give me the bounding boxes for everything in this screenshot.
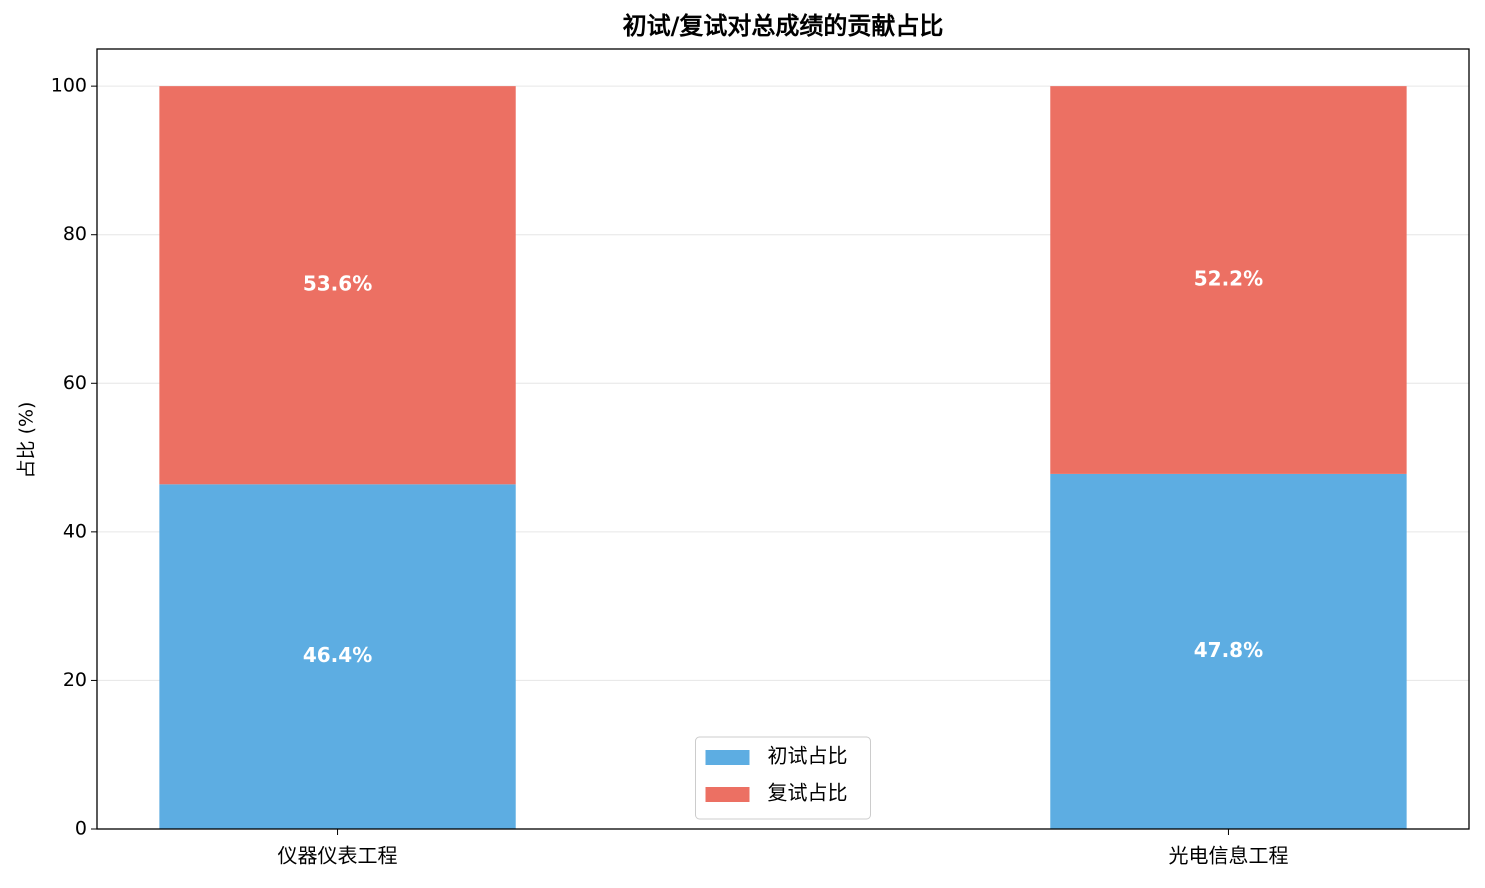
value-label: 47.8% [1194,638,1263,662]
y-axis-label: 占比 (%) [16,402,38,479]
value-label: 52.2% [1194,267,1263,291]
bar-segment [1050,86,1407,474]
legend-label: 复试占比 [768,781,848,805]
y-tick-label: 20 [63,669,87,691]
legend-swatch [705,787,750,802]
bar-segment [159,484,516,829]
legend-label: 初试占比 [768,744,848,768]
value-label: 53.6% [303,272,372,296]
bar-segment [159,86,516,485]
plot-frame [96,48,1470,830]
chart-title: 初试/复试对总成绩的贡献占比 [623,12,944,40]
x-tick-label: 光电信息工程 [1168,844,1288,868]
value-label: 46.4% [303,643,372,667]
y-tick-label: 100 [51,75,87,97]
y-tick-label: 60 [63,372,87,394]
legend-swatch [705,750,750,765]
x-tick-label: 仪器仪表工程 [278,844,398,868]
y-tick-label: 0 [75,818,87,840]
bar-segment [1050,473,1407,829]
y-tick-label: 40 [63,520,87,542]
y-tick-label: 80 [63,223,87,245]
